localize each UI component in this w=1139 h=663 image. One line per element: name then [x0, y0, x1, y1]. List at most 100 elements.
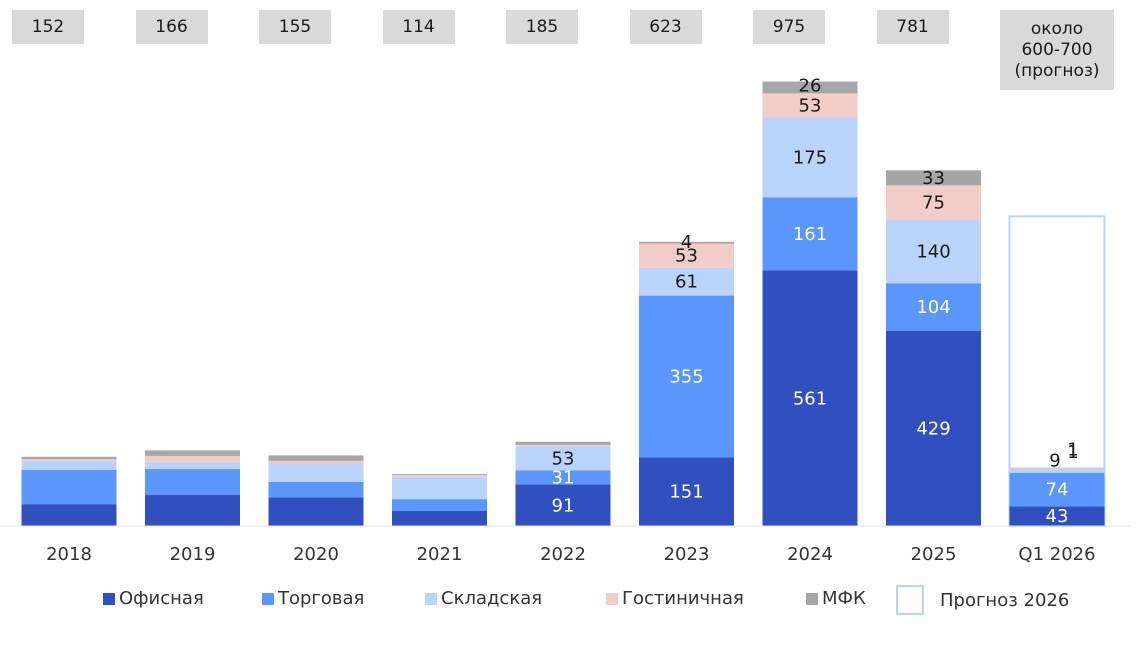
bar-segment: [268, 460, 364, 464]
data-label: 31: [552, 468, 575, 489]
data-label: 429: [916, 418, 950, 439]
legend-item: Гостиничная: [606, 588, 744, 609]
bar-segment: [1009, 467, 1105, 469]
bar-segment: [886, 283, 981, 331]
total-label: 975: [753, 10, 825, 44]
bar-segment: [762, 117, 858, 198]
bar-segment: [392, 510, 487, 526]
bar-segment: [639, 267, 734, 296]
data-label: 91: [552, 495, 575, 516]
data-label: 43: [1046, 506, 1069, 527]
x-tick-label: 2022: [540, 544, 586, 565]
data-label: 53: [675, 246, 698, 267]
bar-segment: [1009, 468, 1105, 473]
data-label: 175: [793, 147, 827, 168]
bar-segment: [886, 219, 981, 284]
data-label: 561: [793, 388, 827, 409]
x-tick-label: 2024: [787, 544, 833, 565]
x-tick-label: 2023: [664, 544, 710, 565]
bar-segment: [145, 455, 240, 463]
legend-swatch: [606, 592, 618, 605]
x-tick-label: 2019: [170, 544, 216, 565]
data-label: 161: [793, 224, 827, 245]
data-label: 33: [922, 168, 945, 189]
bar-segment: [515, 470, 611, 485]
x-tick-label: 2018: [46, 544, 92, 565]
bar-segment: [515, 444, 611, 447]
legend-item: МФК: [806, 588, 866, 609]
bar-segment: [145, 450, 240, 456]
legend-item: Торговая: [262, 588, 364, 609]
bar-segment: [1009, 468, 1105, 469]
bar-segment: [762, 197, 858, 271]
data-label: 1: [1067, 440, 1078, 461]
legend-swatch: [806, 592, 818, 605]
bar-segment: [515, 484, 611, 526]
bars-layer: [21, 81, 1106, 527]
bar-segment: [145, 469, 240, 496]
legend-label: Складская: [441, 588, 543, 609]
bar-segment: [762, 93, 858, 118]
data-label: 1: [1067, 442, 1078, 463]
bar-segment: [886, 185, 981, 220]
bar-segment: [639, 457, 734, 526]
bar-segment: [145, 462, 240, 470]
bar-segment: [886, 330, 981, 526]
bar-segment: [268, 455, 364, 461]
total-label: 185: [506, 10, 578, 44]
legend-label: Прогноз 2026: [940, 589, 1070, 611]
bar-segment: [639, 295, 734, 458]
bar-segment: [21, 456, 117, 460]
bar-segment: [1009, 506, 1105, 526]
total-label: 623: [629, 10, 702, 44]
bar-segment: [268, 481, 364, 498]
x-tick-label: 2021: [417, 544, 463, 565]
data-label: 53: [552, 448, 575, 469]
legend-label: Торговая: [278, 588, 365, 609]
bar-segment: [268, 497, 364, 526]
total-label: 152: [12, 10, 84, 44]
bar-segment: [762, 81, 858, 94]
legend-swatch: [103, 592, 115, 605]
data-label: 9: [1049, 451, 1060, 472]
bar-segment: [392, 474, 487, 475]
legend-swatch: [262, 592, 274, 605]
total-label: 155: [259, 10, 331, 44]
total-label: 166: [135, 10, 208, 44]
total-label: 781: [876, 10, 949, 44]
bar-segment: [886, 170, 981, 186]
bar-segment: [639, 241, 734, 244]
legend: Офисная Торговая Складская Гостиничная МФК Пр…: [0, 585, 1139, 618]
bar-segment: [21, 460, 117, 470]
data-label: 75: [922, 192, 945, 213]
bar-segment: [21, 469, 117, 505]
bar-segment: [1009, 472, 1105, 507]
bar-segment: [392, 499, 487, 511]
data-label: 26: [799, 76, 822, 97]
data-label: 4: [681, 232, 692, 253]
data-label: 151: [669, 482, 703, 503]
legend-swatch: [425, 592, 437, 605]
x-tick-label: 2025: [911, 544, 957, 565]
x-axis-ticks: 2018 2019 2020 2021 2022 2023 2024 2025 Q1 2026: [46, 544, 1095, 565]
bar-segment: [639, 243, 734, 268]
legend-label: Офисная: [119, 588, 204, 609]
legend-item: Складская: [425, 588, 542, 609]
x-tick-label: Q1 2026: [1018, 544, 1095, 565]
data-label: 74: [1046, 480, 1069, 501]
legend-label: МФК: [822, 588, 866, 609]
data-label: 104: [916, 297, 950, 318]
bar-segment: [145, 495, 240, 526]
legend-item: Офисная: [103, 588, 204, 609]
data-label: 140: [916, 241, 950, 262]
legend-swatch: [896, 585, 924, 615]
bar-segment: [21, 504, 117, 526]
x-tick-label: 2020: [293, 544, 339, 565]
bar-segment: [762, 270, 858, 526]
bar-segment: [21, 459, 117, 461]
data-label: 53: [799, 95, 822, 116]
legend-item-forecast: Прогноз 2026: [896, 585, 1069, 615]
legend-label: Гостиничная: [622, 588, 744, 609]
data-labels-layer: 9131531513556153456116117553264291041407…: [552, 76, 1079, 528]
